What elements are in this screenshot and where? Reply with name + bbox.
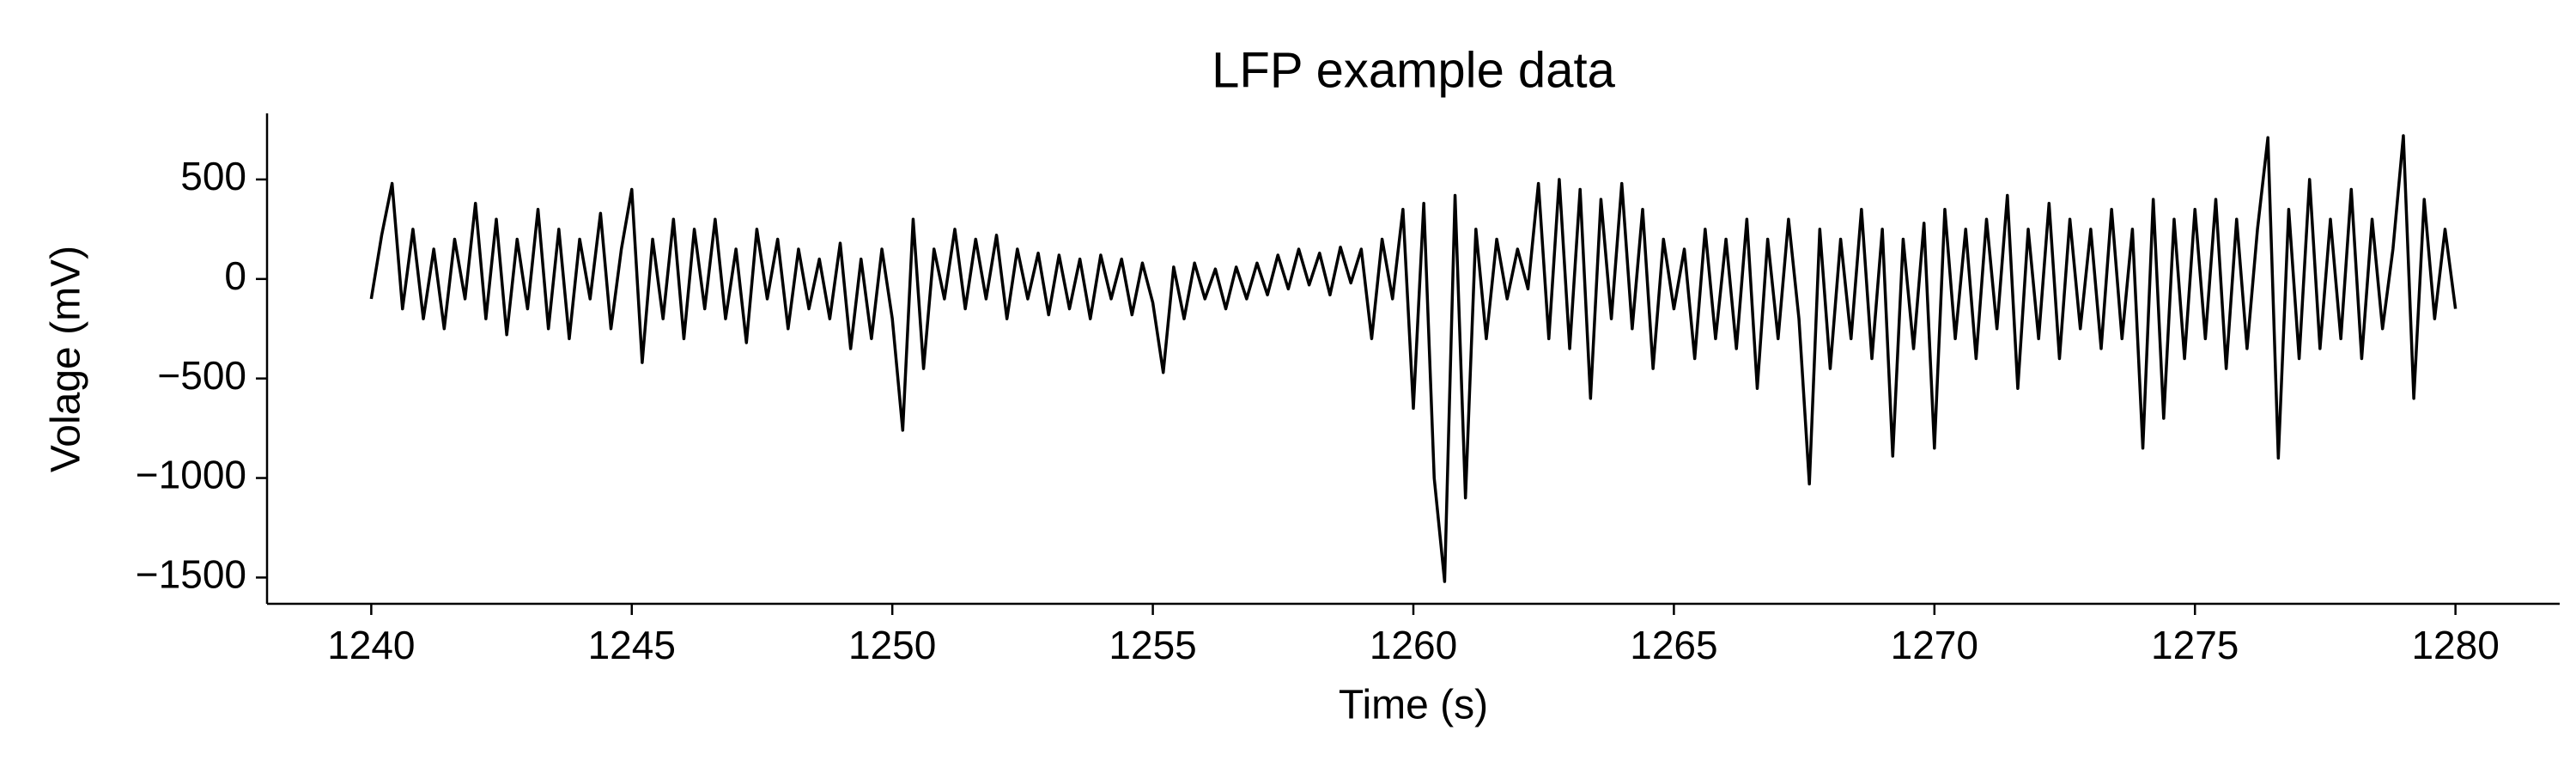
x-tick-label: 1280 <box>2411 623 2499 667</box>
x-tick-label: 1270 <box>1891 623 1978 667</box>
y-tick-label: −1000 <box>136 453 246 497</box>
y-tick-label: 0 <box>224 253 246 298</box>
y-tick-label: −500 <box>157 353 246 398</box>
y-axis-label: Volage (mV) <box>44 246 89 472</box>
x-tick-label: 1275 <box>2151 623 2239 667</box>
y-tick-label: −1500 <box>136 552 246 597</box>
x-tick-label: 1260 <box>1370 623 1457 667</box>
x-tick-label: 1250 <box>848 623 936 667</box>
y-tick-label: 500 <box>180 154 246 198</box>
chart-title: LFP example data <box>1212 42 1615 98</box>
x-axis-label: Time (s) <box>1339 683 1488 728</box>
signal-line <box>369 134 2458 583</box>
x-tick-label: 1240 <box>327 623 415 667</box>
x-tick-label: 1255 <box>1109 623 1196 667</box>
x-tick-label: 1265 <box>1630 623 1717 667</box>
x-tick-label: 1245 <box>588 623 676 667</box>
